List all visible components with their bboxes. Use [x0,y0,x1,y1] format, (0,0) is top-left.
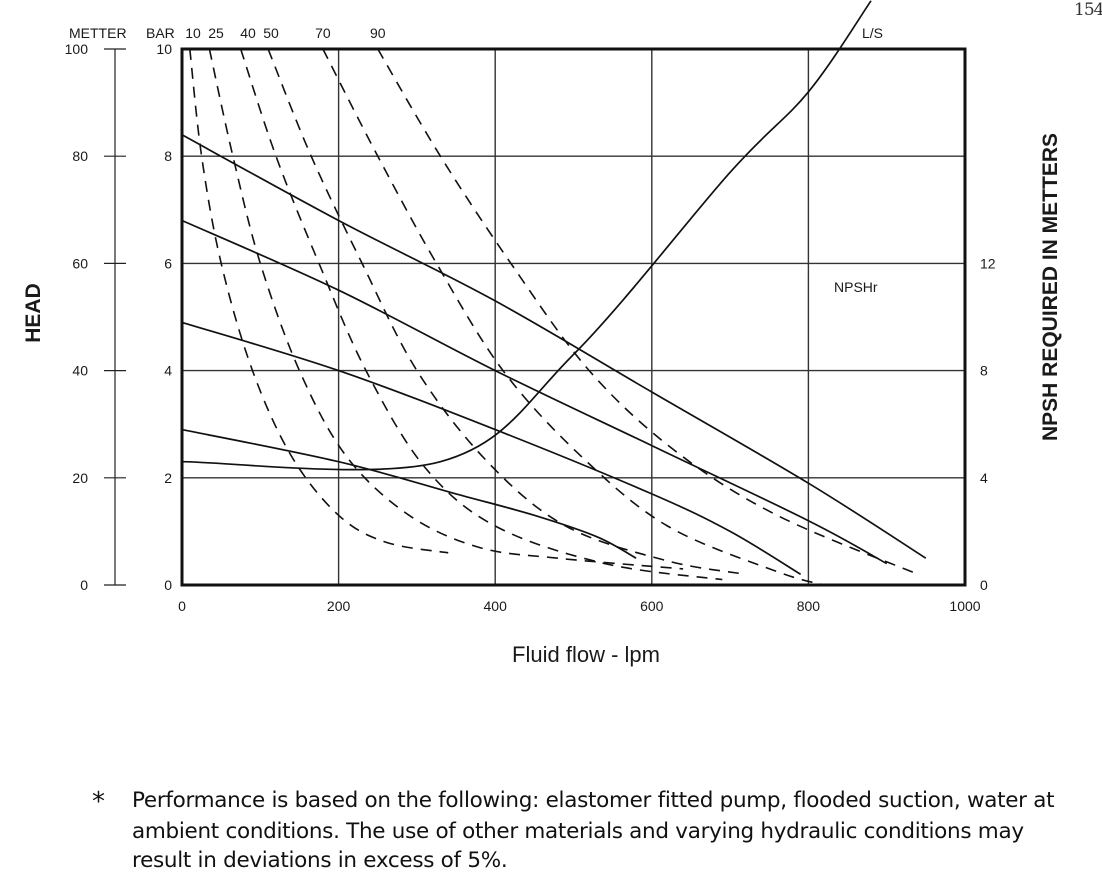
y-axis-title-right: NPSH REQUIRED IN METTERS [1039,133,1062,441]
air-consumption-label: 50 [263,25,279,41]
performance-curve [181,219,888,565]
air-consumption-label: 25 [208,25,224,41]
performance-curve [181,134,927,559]
npsh-tick-label: 8 [980,363,988,379]
air-consumption-label: 10 [185,25,201,41]
head-tick-label: 40 [72,363,88,379]
air-consumption-label: 40 [240,25,256,41]
npsh-tick-label: 4 [980,470,988,486]
npsh-curve [181,0,872,471]
head-tick-label: 0 [80,577,88,593]
ls-label: L/S [862,25,883,41]
y-axis-title-left: HEAD [22,283,45,343]
x-tick-label: 600 [640,598,664,614]
bar-tick-label: 2 [164,470,172,486]
head-axis-label: METTER [69,25,127,41]
plot-frame [180,47,967,587]
head-tick-label: 80 [72,148,88,164]
bar-tick-label: 6 [164,255,172,271]
npsh-curve-label: NPSHr [834,279,878,295]
air-consumption-label: 90 [370,25,386,41]
pump-performance-chart: METTER BAR L/S HEAD NPSH REQUIRED IN MET… [22,0,1062,667]
note-text: Performance is based on the following: e… [132,788,1055,873]
x-tick-label: 800 [797,598,821,614]
x-tick-label: 0 [178,598,186,614]
x-tick-label: 200 [327,598,351,614]
air-consumption-curve [189,48,449,554]
air-consumption-curve [377,48,919,576]
bar-tick-label: 4 [164,363,172,379]
air-consumption-curve [208,48,684,570]
head-tick-label: 100 [65,41,89,57]
x-axis-title: Fluid flow - lpm [512,642,660,667]
performance-note: * Performance is based on the following: … [92,786,1072,875]
bar-tick-label: 0 [164,577,172,593]
air-consumption-curve [267,48,746,576]
npsh-tick-label: 12 [980,255,996,271]
bar-tick-label: 10 [156,41,172,57]
x-tick-label: 1000 [949,598,980,614]
npsh-tick-label: 0 [980,577,988,593]
note-asterisk: * [92,787,105,817]
performance-curve [181,428,637,559]
bar-axis-label: BAR [146,25,175,41]
x-tick-label: 400 [484,598,508,614]
air-consumption-curve [322,48,825,586]
bar-tick-label: 8 [164,148,172,164]
air-consumption-curve [239,48,723,581]
air-consumption-label: 70 [315,25,331,41]
head-tick-label: 60 [72,255,88,271]
performance-curve [181,321,802,576]
head-tick-label: 20 [72,470,88,486]
page-number: 154 [1074,0,1102,20]
